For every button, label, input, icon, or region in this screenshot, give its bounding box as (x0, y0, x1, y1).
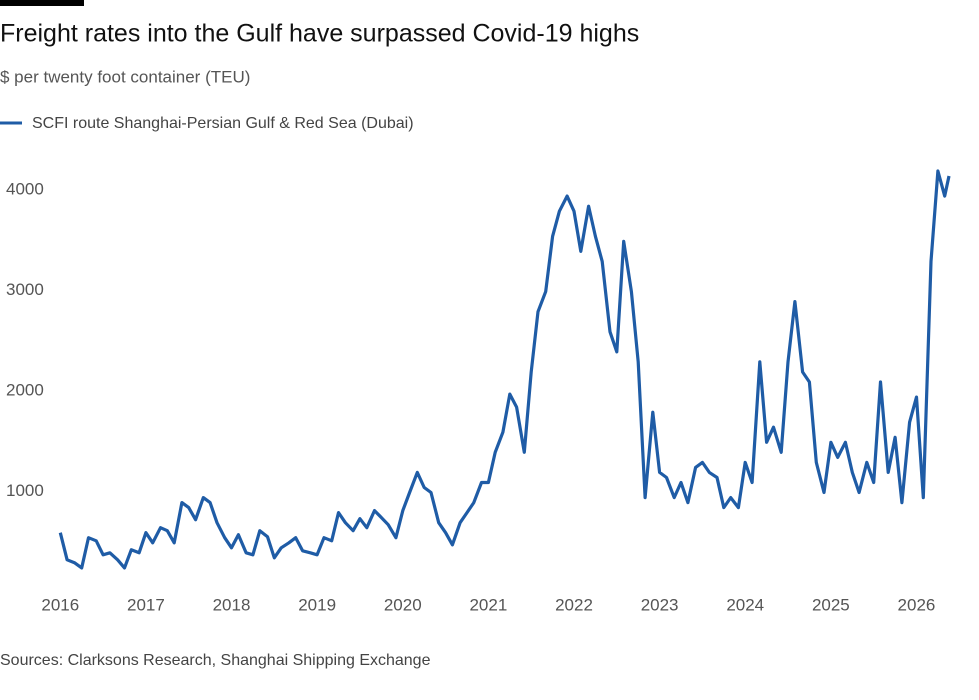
y-tick-label: 1000 (6, 481, 44, 500)
x-tick-label: 2021 (469, 595, 507, 614)
y-tick-label: 2000 (6, 381, 44, 400)
x-tick-label: 2024 (726, 595, 764, 614)
x-tick-label: 2022 (555, 595, 593, 614)
y-tick-label: 3000 (6, 280, 44, 299)
x-tick-label: 2020 (384, 595, 422, 614)
series-line (58, 169, 951, 570)
x-tick-label: 2025 (812, 595, 850, 614)
x-tick-label: 2018 (213, 595, 251, 614)
chart-title: Freight rates into the Gulf have surpass… (0, 20, 639, 48)
legend-label: SCFI route Shanghai-Persian Gulf & Red S… (32, 115, 414, 132)
x-tick-label: 2016 (41, 595, 79, 614)
x-tick-label: 2023 (641, 595, 679, 614)
source: Sources: Clarksons Research, Shanghai Sh… (0, 652, 431, 669)
chart-subtitle: $ per twenty foot container (TEU) (0, 67, 250, 86)
x-tick-label: 2019 (298, 595, 336, 614)
y-tick-label: 4000 (6, 180, 44, 199)
x-tick-label: 2017 (127, 595, 165, 614)
brand-bar (0, 0, 84, 6)
x-tick-label: 2026 (898, 595, 936, 614)
